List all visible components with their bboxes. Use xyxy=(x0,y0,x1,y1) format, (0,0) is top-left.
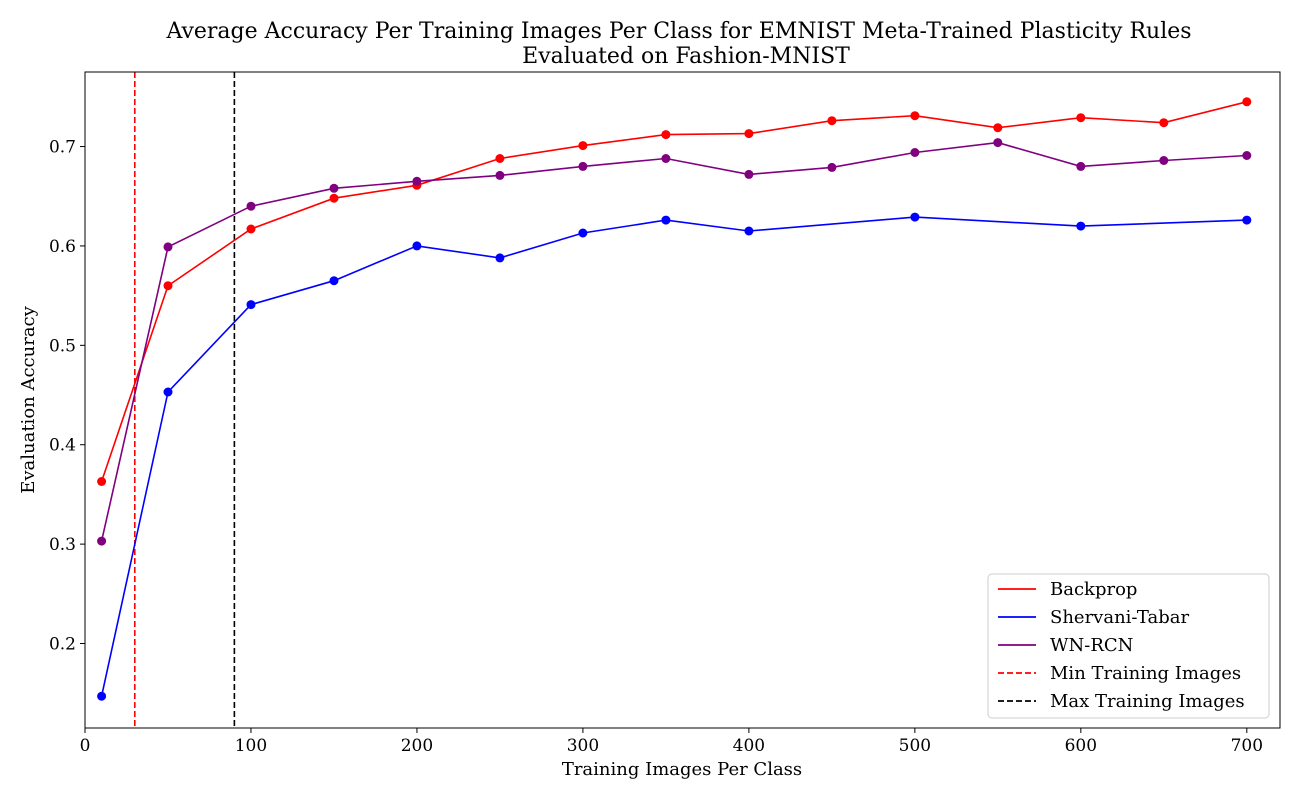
series-line-backprop xyxy=(100,101,1247,482)
data-point-shervani-tabar xyxy=(1076,221,1086,231)
y-tick-label: 0.3 xyxy=(49,535,76,555)
data-point-wn-rcn xyxy=(1159,156,1169,165)
y-tick-label: 0.4 xyxy=(49,436,76,456)
data-point-backprop xyxy=(578,141,588,151)
x-tick-label: 200 xyxy=(401,736,433,756)
y-tick-label: 0.6 xyxy=(49,237,76,257)
legend-box xyxy=(987,573,1270,719)
y-tick-label: 0.5 xyxy=(49,336,76,356)
data-point-shervani-tabar xyxy=(97,691,107,701)
x-tick-label: 700 xyxy=(1231,736,1263,756)
data-point-backprop xyxy=(495,154,505,163)
data-point-wn-rcn xyxy=(744,169,754,179)
data-point-backprop xyxy=(661,130,671,140)
x-tick-label: 100 xyxy=(235,736,267,756)
data-point-wn-rcn xyxy=(910,148,920,157)
data-point-shervani-tabar xyxy=(246,300,256,310)
data-point-shervani-tabar xyxy=(744,226,754,236)
legend-label-shervani-tabar: Shervani-Tabar xyxy=(1050,607,1189,628)
data-point-backprop xyxy=(246,224,256,234)
x-tick-label: 300 xyxy=(567,736,599,756)
legend: Backprop Shervani-Tabar WN-RCN Min Training… xyxy=(987,573,1270,719)
data-point-shervani-tabar xyxy=(1242,215,1252,225)
data-point-wn-rcn xyxy=(495,170,505,180)
data-point-wn-rcn xyxy=(329,183,339,193)
data-point-wn-rcn xyxy=(163,242,173,252)
data-point-backprop xyxy=(329,193,339,203)
legend-label-min-training-images: Min Training Images xyxy=(1050,663,1241,684)
y-axis-label: Evaluation Accuracy xyxy=(18,305,39,493)
data-point-backprop xyxy=(97,477,107,486)
data-point-wn-rcn xyxy=(661,154,671,163)
series-line-shervani-tabar xyxy=(100,216,1247,697)
chart-title: Average Accuracy Per Training Images Per… xyxy=(165,19,1191,44)
data-point-wn-rcn xyxy=(246,201,256,211)
x-tick-label: 600 xyxy=(1065,736,1097,756)
plot-frame xyxy=(84,71,1281,729)
y-tick-label: 0.7 xyxy=(49,138,76,158)
data-point-wn-rcn xyxy=(827,162,837,172)
axis-ticks: 0 100 200 300 400 500 600 700 0.2 0.3 0.4 0.5 0.6 0.7 xyxy=(49,138,1263,756)
data-point-backprop xyxy=(744,129,754,139)
y-tick-label: 0.2 xyxy=(49,635,76,655)
data-point-shervani-tabar xyxy=(163,387,173,397)
data-point-backprop xyxy=(1242,97,1252,107)
data-point-wn-rcn xyxy=(97,536,107,546)
data-point-shervani-tabar xyxy=(661,215,671,225)
data-point-backprop xyxy=(1076,113,1086,123)
data-point-backprop xyxy=(1159,118,1169,128)
data-point-shervani-tabar xyxy=(495,253,505,263)
data-point-wn-rcn xyxy=(993,138,1003,148)
legend-label-wn-rcn: WN-RCN xyxy=(1050,635,1133,656)
plot-area xyxy=(97,72,1252,728)
data-point-backprop xyxy=(163,281,173,291)
data-point-wn-rcn xyxy=(1076,161,1086,171)
data-point-wn-rcn xyxy=(1242,151,1252,160)
x-tick-label: 400 xyxy=(733,736,765,756)
legend-label-max-training-images: Max Training Images xyxy=(1050,691,1245,712)
chart-subtitle: Evaluated on Fashion-MNIST xyxy=(522,44,850,69)
data-point-shervani-tabar xyxy=(578,228,588,238)
data-point-wn-rcn xyxy=(578,161,588,171)
series-line-wn-rcn xyxy=(100,141,1247,542)
x-tick-label: 0 xyxy=(80,736,91,756)
data-point-backprop xyxy=(993,123,1003,133)
data-point-backprop xyxy=(827,116,837,126)
legend-label-backprop: Backprop xyxy=(1050,579,1137,600)
data-point-backprop xyxy=(910,111,920,121)
data-point-shervani-tabar xyxy=(910,212,920,222)
data-point-shervani-tabar xyxy=(329,276,339,286)
x-axis-label: Training Images Per Class xyxy=(562,759,802,780)
data-point-wn-rcn xyxy=(412,176,422,186)
data-point-shervani-tabar xyxy=(412,241,422,251)
x-tick-label: 500 xyxy=(899,736,931,756)
